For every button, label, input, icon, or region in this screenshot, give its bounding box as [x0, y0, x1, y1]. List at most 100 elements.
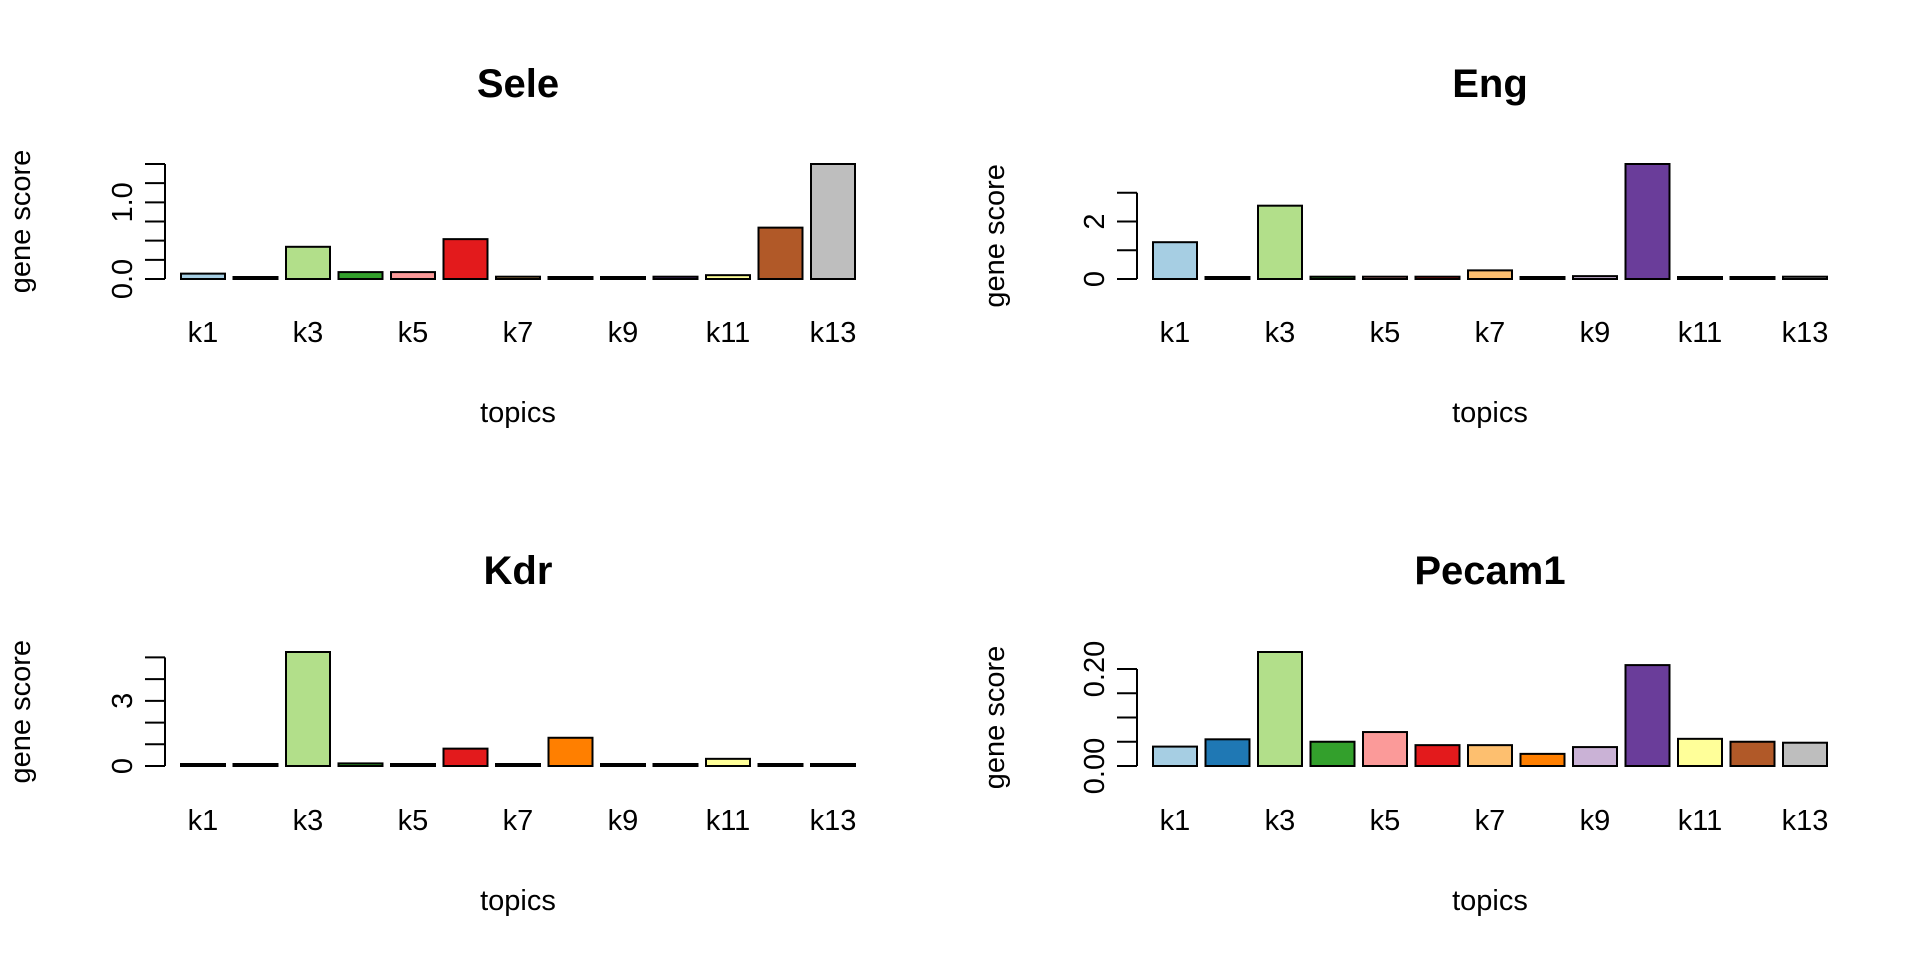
x-tick-label: k3 [293, 805, 324, 837]
bar-k6 [442, 238, 489, 280]
bar-k7 [1467, 269, 1513, 280]
bar-k11 [705, 274, 751, 280]
bar-k3 [1257, 651, 1303, 767]
x-tick-label: k11 [1678, 317, 1723, 349]
y-tick-label: 0 [1079, 271, 1111, 287]
x-tick-label: k1 [188, 805, 219, 837]
bar-k3 [285, 245, 331, 281]
chart-panel-kdr: Kdr k1 k3 k5 k7 k9 k11 k13 topics 0 3 gene score [5, 549, 856, 917]
x-tick-label: k1 [1160, 317, 1191, 349]
bar-k11 [705, 757, 751, 768]
x-axis-label: topics [1452, 885, 1528, 917]
bar-k13 [1782, 275, 1828, 281]
bar-k4 [337, 271, 384, 281]
y-axis-label: gene score [979, 646, 1011, 790]
x-tick-label: k9 [1580, 805, 1611, 837]
y-tick-label: 1.0 [107, 182, 139, 222]
y-tick-label: 0 [107, 758, 139, 774]
bar-k1 [1152, 745, 1198, 768]
x-tick-label: k11 [1678, 805, 1723, 837]
bar-k2 [1204, 738, 1251, 768]
bar-k12 [1729, 276, 1776, 280]
x-axis-label: topics [480, 397, 556, 429]
bar-k2 [232, 763, 279, 767]
x-tick-label: k7 [503, 317, 534, 349]
y-tick-label: 3 [107, 693, 139, 709]
bar-k7 [495, 763, 541, 767]
bar-k10 [652, 763, 699, 767]
y-axis-label: gene score [5, 640, 37, 784]
bar-k4 [1309, 275, 1356, 281]
bar-k13 [810, 763, 856, 767]
bar-k8 [1519, 752, 1566, 767]
y-tick-label: 0.20 [1079, 641, 1111, 697]
bar-k13 [810, 163, 856, 280]
bar-k2 [232, 276, 279, 280]
chart-panel-eng: Eng k1 k3 k5 k7 k9 k11 k13 topics 0 2 gene score [979, 62, 1828, 429]
bar-k4 [337, 762, 384, 768]
chart-title: Pecam1 [1414, 549, 1565, 593]
x-tick-label: k5 [1370, 317, 1401, 349]
x-tick-label: k13 [1782, 805, 1829, 837]
bar-k10 [1624, 163, 1671, 280]
x-tick-label: k7 [1475, 317, 1506, 349]
bar-k5 [1362, 275, 1408, 281]
bar-k10 [1624, 664, 1671, 768]
bar-k4 [1309, 740, 1356, 768]
x-tick-label: k1 [188, 317, 219, 349]
y-tick-label: 0.00 [1079, 738, 1111, 794]
y-axis-label: gene score [979, 164, 1011, 308]
x-axis-label: topics [1452, 397, 1528, 429]
x-tick-label: k13 [810, 317, 857, 349]
chart-title: Eng [1452, 62, 1528, 106]
bar-k5 [390, 763, 436, 767]
chart-panel-sele: Sele k1 k3 k5 k7 k9 k11 k13 topics 0.0 1.0 gene sco… [5, 62, 856, 429]
x-tick-label: k1 [1160, 805, 1191, 837]
bar-k10 [652, 275, 699, 281]
chart-title: Kdr [484, 549, 553, 593]
y-tick-label: 2 [1079, 213, 1111, 229]
bar-k7 [495, 275, 541, 281]
bar-k3 [1257, 204, 1303, 280]
bar-k9 [1572, 746, 1618, 768]
x-tick-label: k5 [398, 805, 429, 837]
x-tick-label: k5 [398, 317, 429, 349]
bar-k1 [1152, 241, 1198, 280]
y-tick-label: 0.0 [107, 259, 139, 299]
x-tick-label: k9 [1580, 317, 1611, 349]
x-tick-label: k11 [706, 317, 751, 349]
x-tick-label: k3 [1265, 805, 1296, 837]
bar-k13 [1782, 741, 1828, 768]
bar-k8 [547, 736, 594, 767]
bar-k6 [1414, 275, 1461, 281]
y-axis-label: gene score [5, 150, 37, 294]
x-tick-label: k7 [1475, 805, 1506, 837]
bar-k1 [180, 272, 226, 280]
x-tick-label: k9 [608, 805, 639, 837]
x-tick-label: k9 [608, 317, 639, 349]
bar-k12 [1729, 740, 1776, 768]
x-tick-label: k13 [810, 805, 857, 837]
bar-k8 [1519, 276, 1566, 280]
x-tick-label: k11 [706, 805, 751, 837]
bar-k12 [757, 763, 804, 767]
x-tick-label: k3 [1265, 317, 1296, 349]
bar-k9 [600, 763, 646, 767]
chart-panel-pecam1: Pecam1 k1 k3 k5 k7 k9 k11 k13 topics 0.00 0.20 gene… [979, 549, 1828, 917]
bar-k6 [1414, 744, 1461, 768]
x-axis-label: topics [480, 885, 556, 917]
x-tick-label: k7 [503, 805, 534, 837]
bar-k1 [180, 763, 226, 767]
bar-k6 [442, 747, 489, 768]
bar-k2 [1204, 276, 1251, 280]
bar-k12 [757, 226, 804, 280]
x-tick-label: k13 [1782, 317, 1829, 349]
bar-k11 [1677, 737, 1723, 768]
bar-k3 [285, 651, 331, 767]
bar-k9 [1572, 275, 1618, 280]
bar-k5 [1362, 731, 1408, 767]
x-tick-label: k3 [293, 317, 324, 349]
bar-k8 [547, 276, 594, 280]
bar-k7 [1467, 744, 1513, 768]
